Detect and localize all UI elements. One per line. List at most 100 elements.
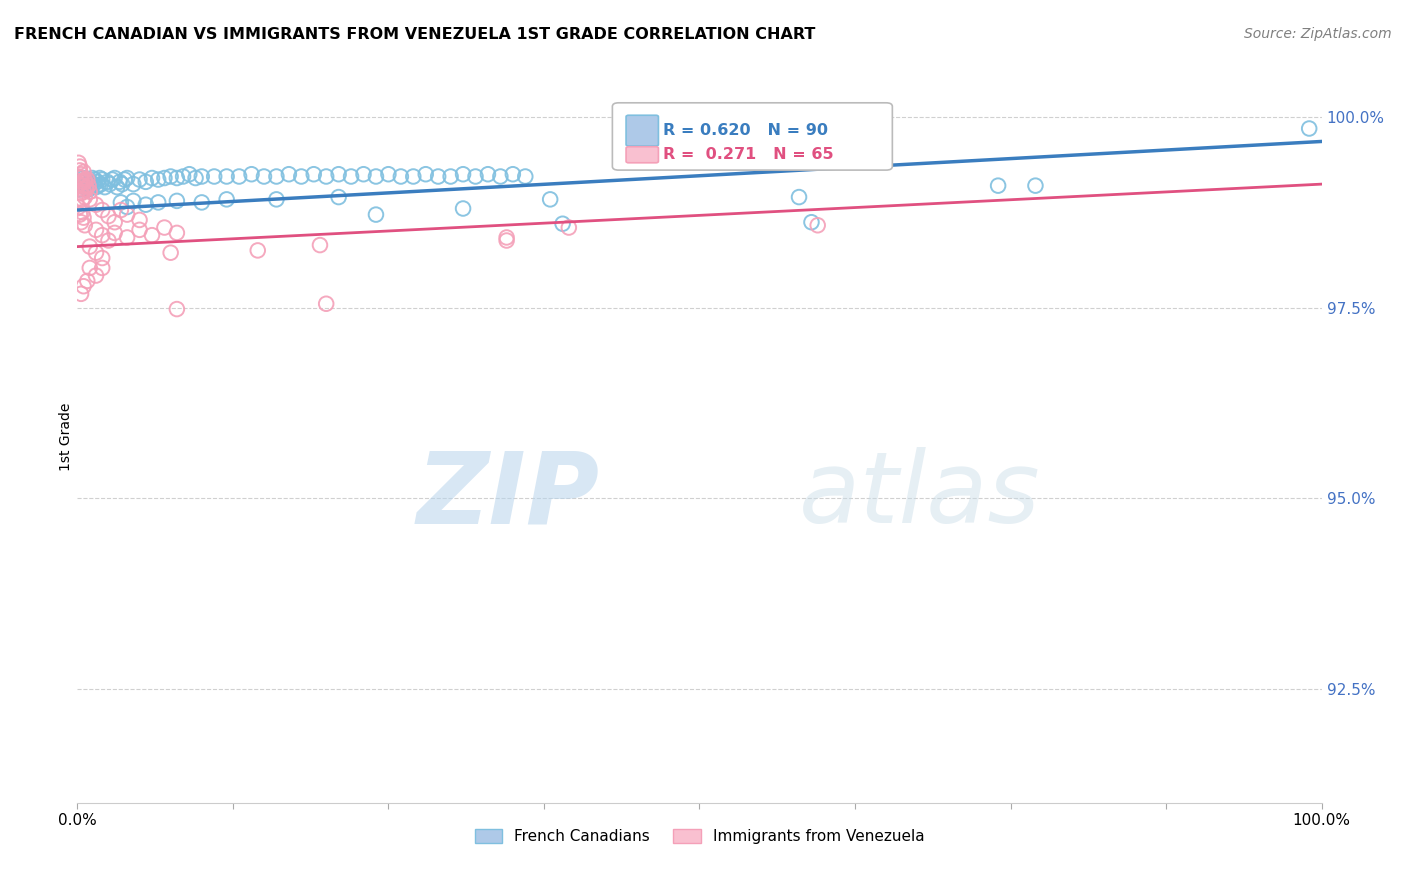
Point: [84, 268, 107, 283]
Point: [166, 301, 188, 316]
Point: [72, 178, 94, 193]
Point: [67, 169, 90, 184]
Point: [302, 167, 325, 181]
Point: [464, 169, 486, 184]
Point: [91, 251, 114, 265]
Point: [77, 182, 100, 196]
Point: [502, 167, 524, 181]
Point: [72, 211, 94, 225]
Point: [215, 193, 238, 207]
Legend: French Canadians, Immigrants from Venezuela: French Canadians, Immigrants from Venezu…: [468, 822, 931, 850]
Point: [153, 220, 176, 235]
Point: [97, 234, 120, 248]
Point: [128, 172, 150, 186]
Point: [91, 172, 114, 186]
Point: [105, 180, 128, 194]
Point: [141, 228, 163, 243]
Point: [253, 169, 276, 184]
Point: [69, 160, 91, 174]
Point: [402, 169, 425, 184]
Point: [807, 219, 830, 233]
Point: [159, 169, 181, 184]
Point: [166, 194, 188, 208]
Point: [98, 177, 121, 191]
Point: [73, 172, 96, 186]
Point: [70, 167, 93, 181]
Point: [451, 167, 474, 181]
Point: [73, 180, 96, 194]
Point: [191, 169, 214, 184]
Point: [91, 228, 114, 243]
Point: [110, 202, 132, 217]
Point: [73, 175, 96, 189]
Point: [83, 172, 105, 186]
Point: [67, 171, 90, 186]
Point: [77, 178, 100, 193]
Point: [538, 193, 561, 207]
Point: [377, 167, 399, 181]
Point: [489, 169, 512, 184]
Point: [83, 177, 105, 191]
Point: [266, 193, 288, 207]
Point: [82, 171, 104, 186]
Point: [96, 175, 118, 189]
Point: [75, 182, 97, 196]
Text: R = 0.620   N = 90: R = 0.620 N = 90: [664, 123, 828, 138]
Point: [111, 177, 134, 191]
Point: [79, 260, 101, 275]
Point: [115, 171, 138, 186]
Point: [315, 169, 337, 184]
Point: [69, 177, 91, 191]
Point: [75, 180, 97, 194]
Point: [73, 190, 96, 204]
Point: [72, 279, 94, 293]
Point: [415, 167, 437, 181]
Point: [451, 202, 474, 216]
Point: [172, 169, 194, 184]
Point: [70, 186, 93, 201]
Point: [72, 165, 94, 179]
Point: [277, 167, 299, 181]
Point: [104, 226, 127, 240]
Point: [72, 171, 94, 186]
Point: [787, 190, 810, 204]
Point: [364, 169, 387, 184]
Point: [80, 178, 103, 193]
Point: [202, 169, 225, 184]
Point: [72, 182, 94, 196]
Point: [69, 163, 91, 178]
Point: [72, 185, 94, 199]
Point: [108, 175, 131, 189]
Point: [86, 175, 108, 189]
Point: [110, 195, 132, 210]
Point: [72, 205, 94, 219]
Y-axis label: 1st Grade: 1st Grade: [59, 403, 73, 471]
Point: [166, 171, 188, 186]
Point: [70, 175, 93, 189]
Point: [84, 245, 107, 260]
Point: [515, 169, 537, 184]
Text: ZIP: ZIP: [418, 447, 600, 544]
Point: [427, 169, 450, 184]
Point: [215, 169, 238, 184]
Point: [91, 202, 114, 217]
Point: [115, 208, 138, 222]
Point: [353, 167, 375, 181]
Point: [228, 169, 250, 184]
Point: [91, 260, 114, 275]
Point: [89, 171, 111, 186]
Point: [340, 169, 363, 184]
Point: [67, 155, 90, 169]
Point: [84, 223, 107, 237]
Point: [148, 172, 170, 186]
Point: [115, 200, 138, 214]
Point: [90, 177, 112, 191]
Point: [128, 223, 150, 237]
Point: [72, 178, 94, 193]
Point: [114, 172, 136, 186]
Point: [191, 195, 214, 210]
Text: R =  0.271   N = 65: R = 0.271 N = 65: [664, 147, 834, 162]
Point: [551, 217, 574, 231]
Point: [159, 245, 181, 260]
Point: [153, 171, 176, 186]
